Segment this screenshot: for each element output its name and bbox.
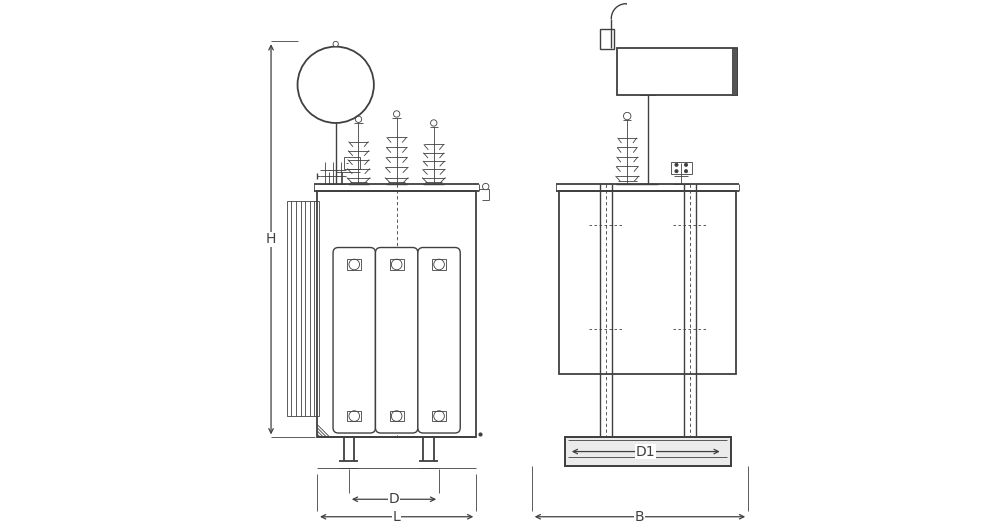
- Text: L: L: [393, 510, 401, 524]
- Bar: [565, 437, 731, 466]
- Bar: [671, 162, 692, 174]
- Circle shape: [675, 170, 678, 173]
- Circle shape: [349, 259, 360, 270]
- FancyBboxPatch shape: [418, 248, 460, 433]
- Bar: [432, 259, 446, 270]
- Circle shape: [431, 120, 437, 126]
- Bar: [347, 411, 361, 421]
- FancyBboxPatch shape: [375, 248, 418, 433]
- Bar: [390, 411, 404, 421]
- Circle shape: [434, 411, 444, 421]
- Bar: [347, 259, 361, 270]
- Bar: [344, 157, 360, 169]
- Circle shape: [684, 170, 688, 173]
- Text: H: H: [266, 232, 276, 246]
- Bar: [732, 48, 737, 95]
- Bar: [617, 48, 737, 95]
- Circle shape: [355, 116, 362, 122]
- Bar: [325, 72, 346, 98]
- Bar: [565, 437, 731, 466]
- Circle shape: [333, 41, 338, 47]
- Bar: [390, 259, 404, 270]
- Circle shape: [684, 163, 688, 166]
- Text: D1: D1: [636, 445, 656, 458]
- Text: B: B: [635, 510, 645, 524]
- Bar: [317, 191, 476, 437]
- Circle shape: [675, 163, 678, 166]
- Bar: [287, 201, 319, 416]
- Circle shape: [349, 411, 360, 421]
- Bar: [432, 411, 446, 421]
- Circle shape: [483, 183, 489, 190]
- Circle shape: [391, 411, 402, 421]
- FancyBboxPatch shape: [333, 248, 375, 433]
- Bar: [559, 191, 736, 374]
- Bar: [600, 29, 614, 49]
- Circle shape: [393, 111, 400, 117]
- Text: D: D: [389, 492, 399, 506]
- Circle shape: [434, 259, 444, 270]
- Circle shape: [298, 47, 374, 123]
- Circle shape: [391, 259, 402, 270]
- Circle shape: [623, 112, 631, 120]
